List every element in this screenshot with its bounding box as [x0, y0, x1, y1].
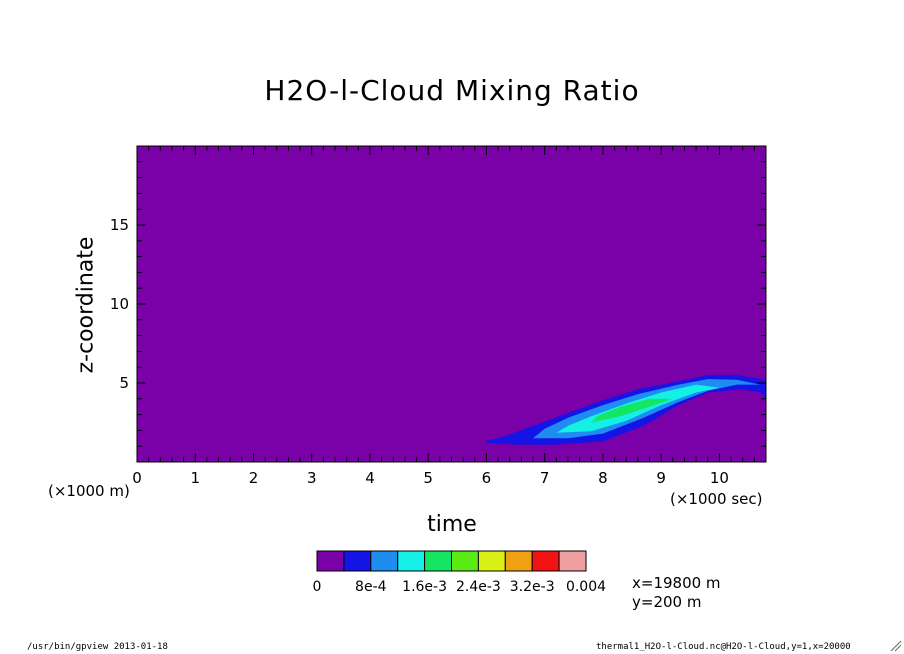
- colorbar-swatch: [424, 550, 453, 572]
- x-tick-label: 9: [656, 469, 666, 487]
- y-tick-label: 15: [110, 216, 129, 234]
- x-position-info: x=19800 m: [632, 574, 721, 592]
- x-tick-label: 7: [540, 469, 550, 487]
- contour-fill-4: [591, 398, 673, 423]
- y-tick-label: 10: [110, 295, 129, 313]
- colorbar-label: 0: [313, 579, 322, 595]
- colorbar-label: 8e-4: [355, 579, 387, 595]
- x-tick-label: 6: [482, 469, 492, 487]
- chart-title: H2O-l-Cloud Mixing Ratio: [264, 74, 640, 107]
- colorbar-swatch: [370, 550, 399, 572]
- colorbar-swatch: [531, 550, 560, 572]
- y-axis-unit: (×1000 m): [48, 482, 130, 500]
- colorbar-label: 3.2e-3: [510, 579, 555, 595]
- colorbar-label: 2.4e-3: [456, 579, 501, 595]
- colorbar-label: 1.6e-3: [402, 579, 447, 595]
- x-tick-label: 8: [598, 469, 608, 487]
- contour-background-fill: [137, 146, 766, 462]
- colorbar-swatch: [477, 550, 506, 572]
- y-tick-label: 5: [119, 374, 129, 392]
- y-axis-label: z-coordinate: [73, 236, 99, 374]
- footer-source: thermal1_H2O-l-Cloud.nc@H2O-l-Cloud,y=1,…: [596, 642, 851, 652]
- colorbar-label: 0.004: [566, 579, 606, 595]
- colorbar-swatch: [451, 550, 479, 572]
- x-tick-label: 5: [423, 469, 433, 487]
- x-tick-label: 4: [365, 469, 375, 487]
- x-tick-label: 1: [190, 469, 200, 487]
- x-tick-label: 10: [710, 469, 729, 487]
- x-tick-label: 2: [249, 469, 259, 487]
- x-tick-label: 3: [307, 469, 317, 487]
- x-axis-label: time: [427, 512, 477, 537]
- x-tick-label: 0: [132, 469, 142, 487]
- footer-command: /usr/bin/gpview 2013-01-18: [27, 642, 168, 652]
- colorbar-swatch: [316, 550, 345, 572]
- colorbar-swatch: [343, 550, 372, 572]
- colorbar-swatch: [558, 550, 587, 572]
- colorbar-swatch: [397, 550, 426, 572]
- x-axis-unit: (×1000 sec): [670, 490, 763, 508]
- resize-grip-icon[interactable]: [890, 640, 902, 652]
- colorbar-swatch: [504, 550, 533, 572]
- y-position-info: y=200 m: [632, 593, 702, 611]
